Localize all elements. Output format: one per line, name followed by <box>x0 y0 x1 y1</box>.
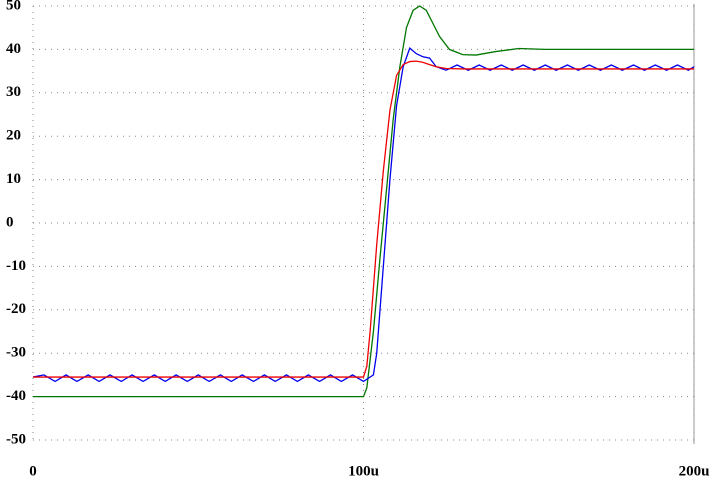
y-tick-label: 10 <box>6 171 21 187</box>
series-line <box>33 60 694 378</box>
y-tick-label: 30 <box>6 84 21 100</box>
y-tick-label: 40 <box>6 41 21 57</box>
y-tick-label: -20 <box>6 301 26 317</box>
y-tick-label: -40 <box>6 388 26 404</box>
x-tick-label: 100u <box>348 463 379 479</box>
y-tick-label: -10 <box>6 258 26 274</box>
series-line <box>33 5 694 398</box>
y-tick-label: 50 <box>6 0 21 13</box>
x-tick-label: 0 <box>29 463 37 479</box>
y-tick-label: -30 <box>6 345 26 361</box>
x-tick-label: 200u <box>679 463 710 479</box>
y-tick-label: 20 <box>6 128 21 144</box>
y-tick-label: 0 <box>6 214 14 230</box>
y-tick-label: -50 <box>6 431 26 447</box>
